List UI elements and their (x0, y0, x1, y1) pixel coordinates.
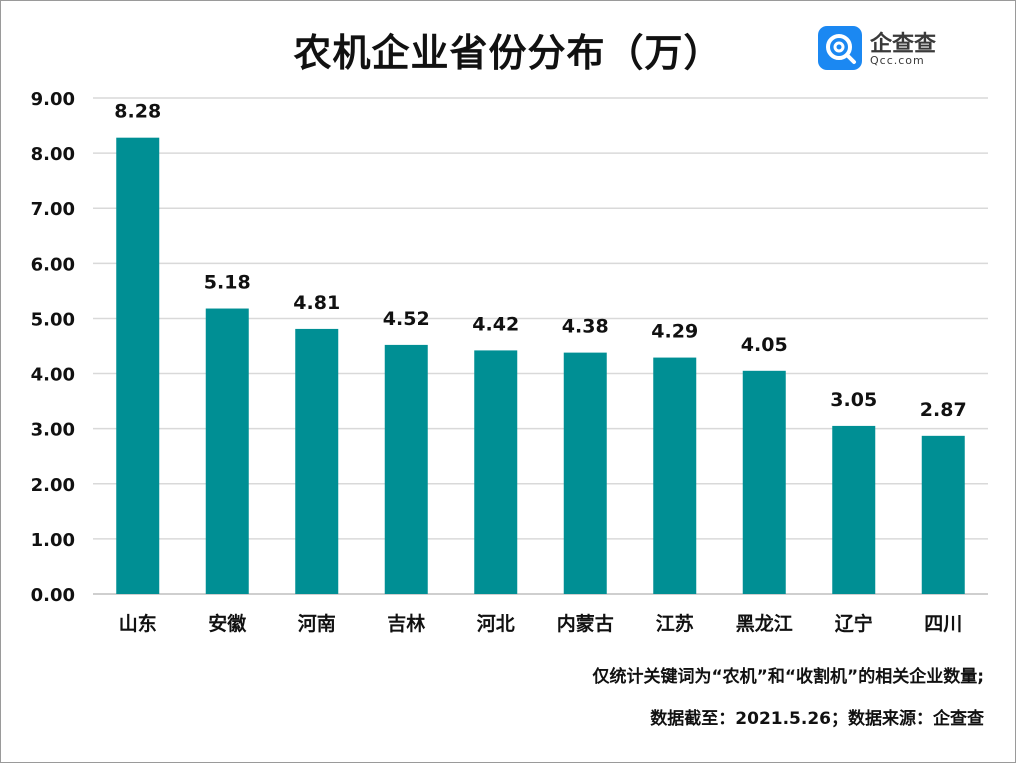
bar (832, 425, 876, 594)
data-label: 4.38 (562, 316, 609, 338)
x-tick-label: 山东 (119, 612, 157, 635)
x-tick-label: 河北 (477, 613, 515, 635)
logo-name: 企查查 (870, 32, 937, 57)
y-tick-label: 1.00 (31, 530, 75, 551)
logo-domain: Qcc.com (870, 54, 925, 67)
y-tick-label: 3.00 (31, 420, 75, 441)
y-tick-label: 8.00 (31, 144, 75, 165)
data-label: 2.87 (920, 399, 967, 421)
x-tick-label: 四川 (924, 613, 962, 635)
bar (474, 350, 518, 594)
x-tick-label: 江苏 (656, 612, 694, 635)
x-tick-label: 黑龙江 (736, 612, 793, 635)
footnote-scope: 仅统计关键词为“农机”和“收割机”的相关企业数量; (592, 667, 985, 687)
chart-title: 农机企业省份分布（万） (293, 31, 723, 75)
x-tick-label: 河南 (298, 613, 336, 635)
data-label: 3.05 (830, 389, 877, 411)
data-label: 4.52 (383, 308, 430, 330)
bar (653, 357, 697, 594)
y-tick-label: 6.00 (31, 254, 75, 275)
y-tick-label: 7.00 (31, 199, 75, 220)
bar (384, 344, 428, 594)
bar (116, 137, 160, 594)
qcc-logo-icon (818, 26, 862, 70)
data-label: 4.42 (472, 313, 519, 335)
y-tick-label: 5.00 (31, 309, 75, 330)
bar (742, 370, 786, 594)
y-tick-label: 2.00 (31, 475, 75, 496)
data-label: 4.81 (293, 292, 340, 314)
x-tick-label: 内蒙古 (557, 612, 614, 635)
bar (921, 435, 965, 594)
qcc-logo: 企查查 Qcc.com (818, 24, 968, 74)
x-tick-label: 辽宁 (835, 612, 873, 635)
x-tick-label: 安徽 (208, 612, 247, 635)
bar (563, 352, 607, 594)
data-label: 4.05 (741, 334, 788, 356)
bar (205, 308, 249, 594)
y-tick-label: 4.00 (31, 365, 75, 386)
y-tick-label: 9.00 (31, 89, 75, 110)
x-tick-label: 吉林 (387, 612, 425, 635)
data-label: 5.18 (204, 272, 251, 294)
y-tick-label: 0.00 (31, 585, 75, 606)
data-label: 8.28 (114, 101, 161, 123)
footnote-source: 数据截至：2021.5.26；数据来源：企查查 (650, 709, 984, 729)
bar (295, 328, 339, 594)
data-label: 4.29 (651, 321, 698, 343)
